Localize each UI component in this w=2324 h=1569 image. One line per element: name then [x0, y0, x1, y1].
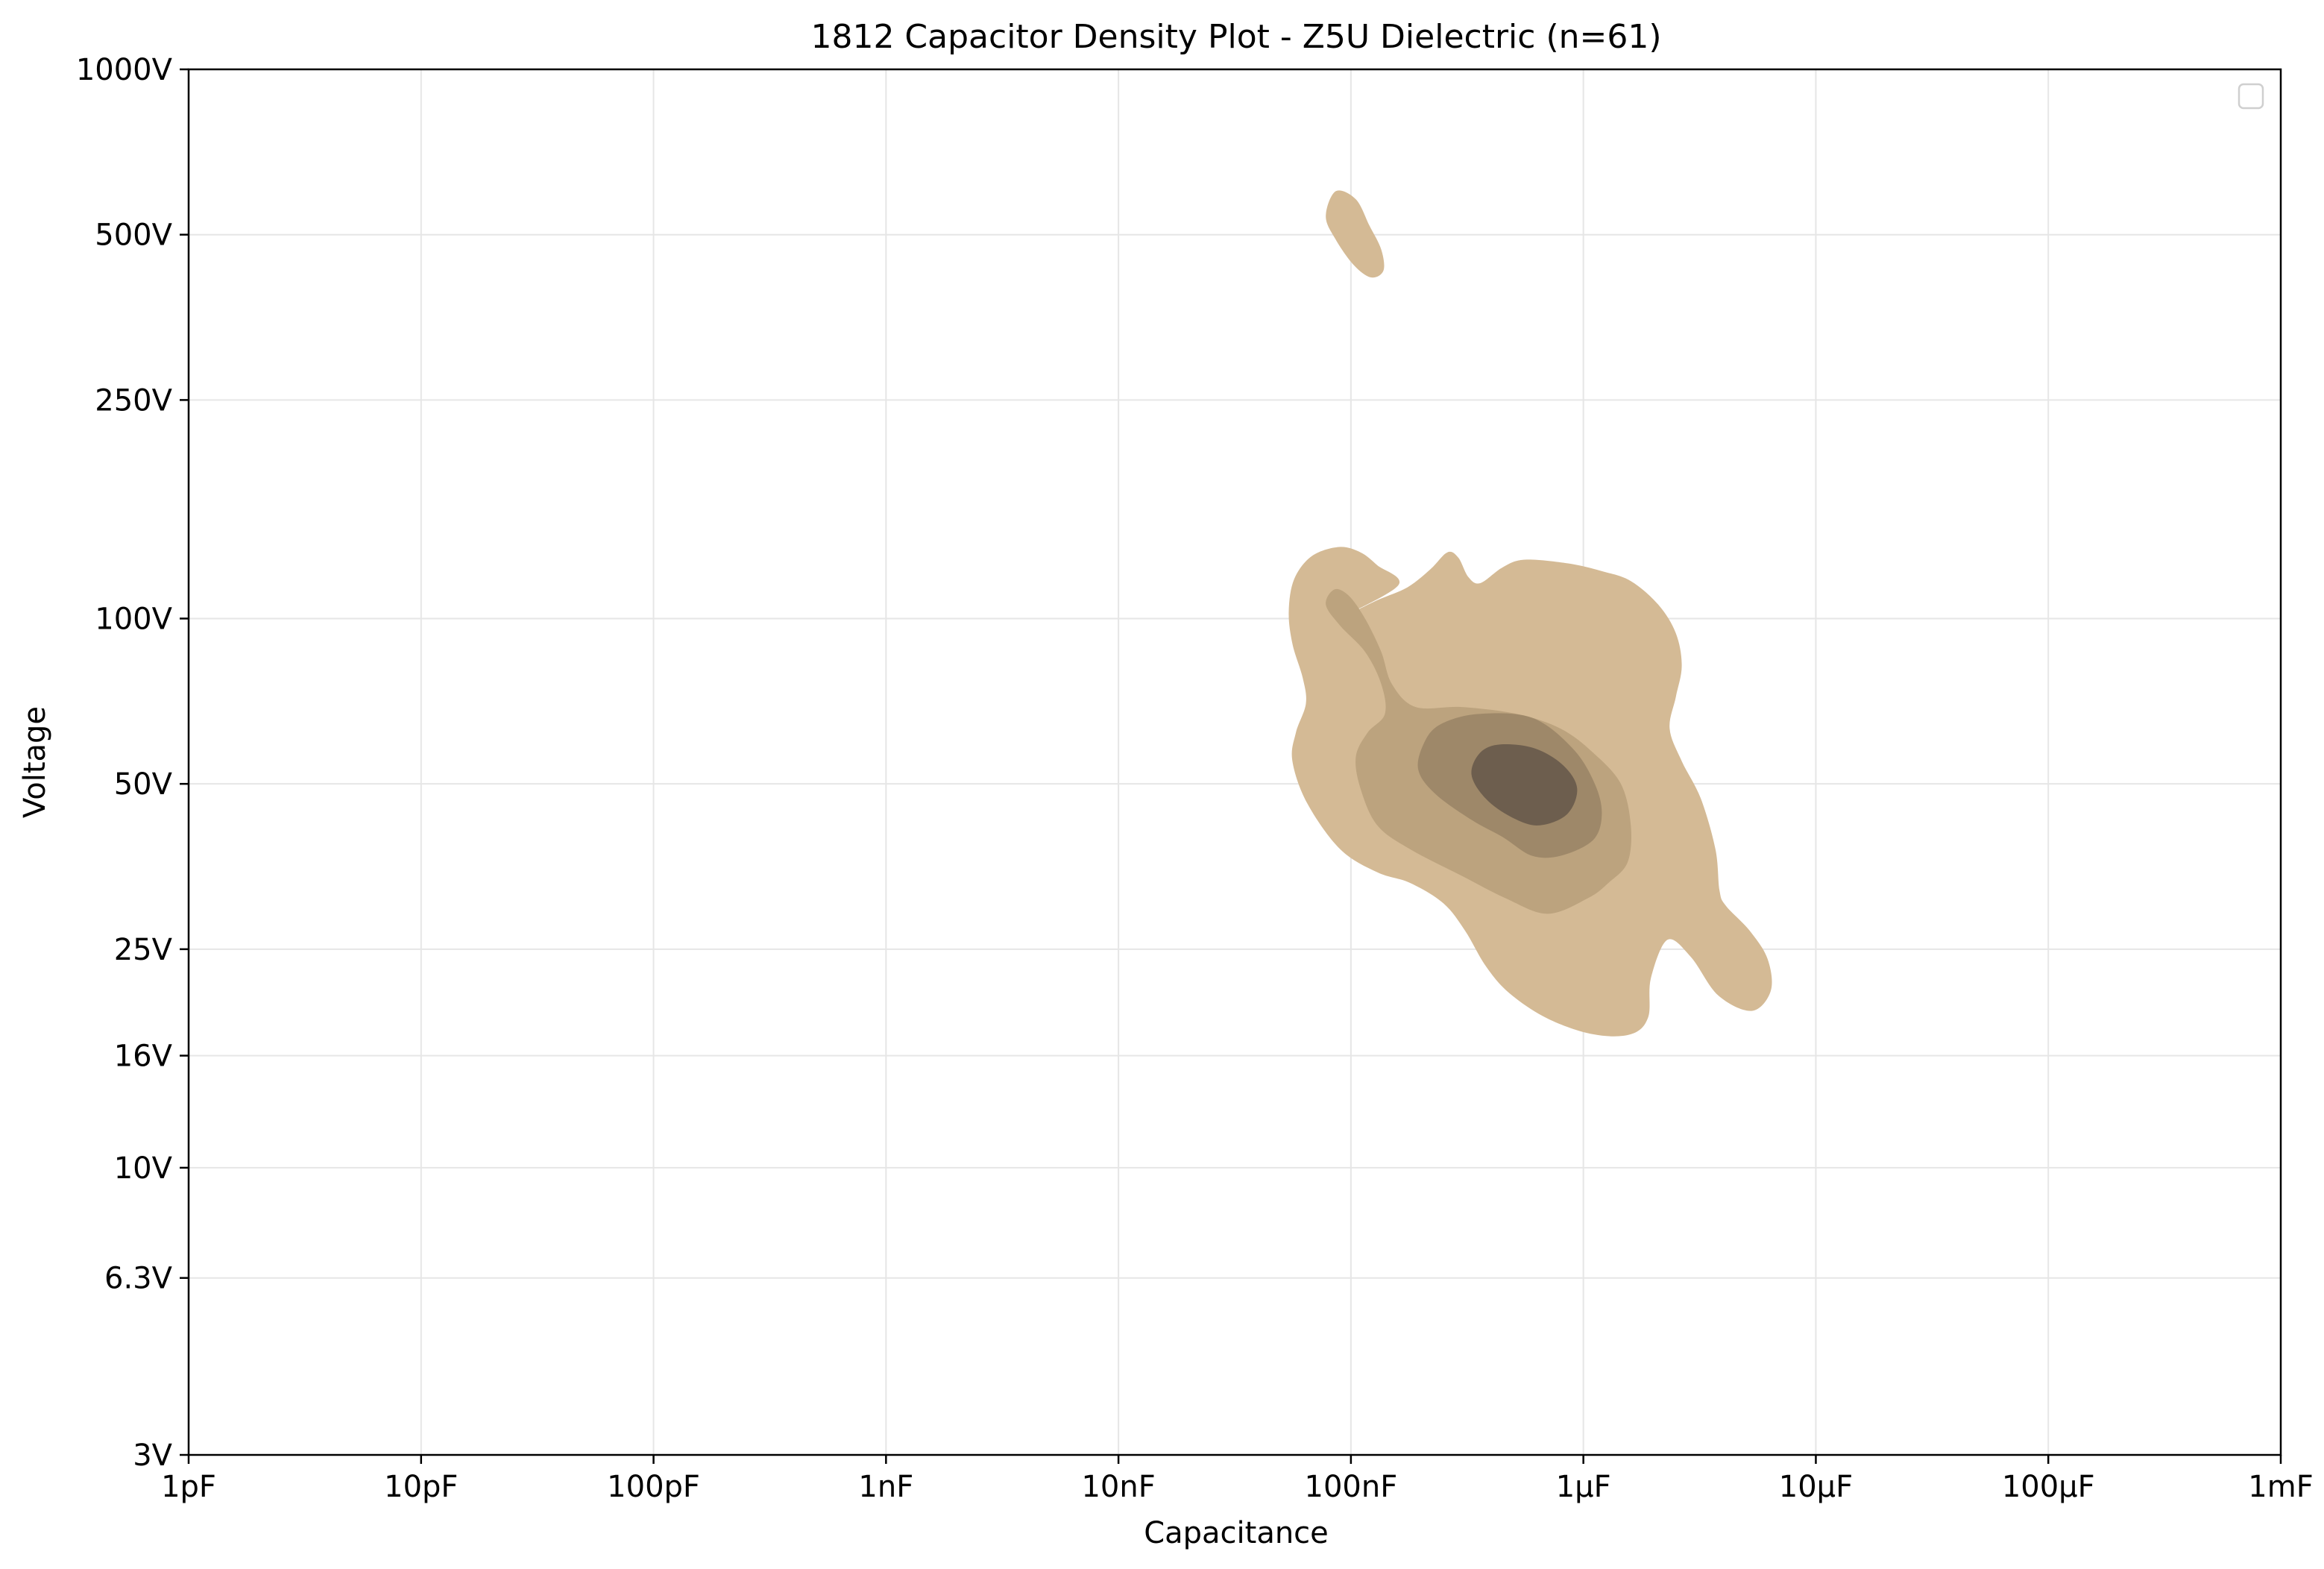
- x-tick-label-7: 10µF: [1779, 1470, 1853, 1504]
- x-tick-label-4: 10nF: [1081, 1470, 1155, 1504]
- y-tick-label-2: 10V: [114, 1151, 173, 1186]
- y-tick-label-5: 50V: [114, 767, 173, 802]
- density-contours: [1288, 190, 1772, 1037]
- x-tick-label-8: 100µF: [2002, 1470, 2095, 1504]
- y-tick-label-4: 25V: [114, 933, 173, 967]
- y-axis-label: Voltage: [18, 706, 52, 818]
- legend-box: [2238, 83, 2264, 110]
- y-tick-label-1: 6.3V: [104, 1262, 173, 1296]
- density-level-1-region-1-0: [1326, 190, 1385, 278]
- x-tick-label-9: 1mF: [2248, 1470, 2313, 1504]
- y-tick-label-7: 250V: [95, 383, 172, 418]
- y-tick-label-3: 16V: [114, 1040, 173, 1074]
- x-tick-label-6: 1µF: [1556, 1470, 1611, 1504]
- y-tick-label-0: 3V: [133, 1438, 172, 1473]
- x-tick-label-0: 1pF: [161, 1470, 216, 1504]
- chart-title: 1812 Capacitor Density Plot - Z5U Dielec…: [810, 18, 1661, 56]
- x-axis-ticks: 1pF 10pF 100pF 1nF 10nF 100nF 1µF 10µF 100µF 1mF: [161, 1455, 2314, 1504]
- grid-lines: [188, 69, 2282, 1456]
- x-axis-label: Capacitance: [1144, 1516, 1329, 1550]
- y-tick-label-8: 500V: [95, 218, 172, 253]
- y-tick-label-9: 1000V: [76, 53, 173, 87]
- x-tick-label-5: 100nF: [1305, 1470, 1398, 1504]
- plot-frame: [187, 68, 2282, 1456]
- y-tick-label-6: 100V: [95, 602, 172, 636]
- x-tick-label-3: 1nF: [858, 1470, 913, 1504]
- x-tick-label-2: 100pF: [607, 1470, 700, 1504]
- y-axis-ticks: 3V 6.3V 10V 16V 25V 50V 100V 250V 500V 1000V: [76, 53, 189, 1473]
- density-level-4-region-4-0: [1471, 743, 1578, 826]
- x-tick-label-1: 10pF: [384, 1470, 458, 1504]
